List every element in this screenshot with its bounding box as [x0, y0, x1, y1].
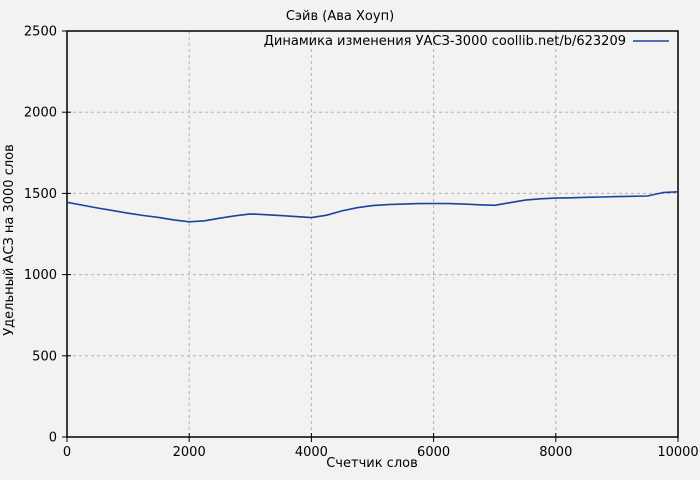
y-tick-label: 1000 [24, 268, 57, 283]
x-tick-label: 10000 [657, 445, 698, 460]
x-tick-labels: 0 2000 4000 6000 8000 10000 [63, 445, 699, 460]
chart-title: Сэйв (Ава Хоуп) [286, 9, 394, 24]
y-tick-label: 2000 [24, 106, 57, 121]
gridlines [67, 31, 678, 437]
y-tick-label: 0 [49, 431, 57, 446]
y-tick-label: 500 [32, 349, 57, 364]
legend: Динамика изменения УАСЗ-3000 coollib.net… [264, 34, 669, 49]
plot-border [66, 30, 679, 438]
y-tick-label: 1500 [24, 187, 57, 202]
x-tick-label: 6000 [417, 445, 450, 460]
x-tick-label: 2000 [173, 445, 206, 460]
series-line [66, 191, 679, 223]
x-tick-label: 8000 [539, 445, 572, 460]
y-tick-labels: 0 500 1000 1500 2000 2500 [24, 25, 57, 446]
x-axis-label: Счетчик слов [326, 456, 418, 471]
axis-ticks [62, 30, 679, 442]
data-series [66, 191, 679, 223]
y-tick-label: 2500 [24, 25, 57, 40]
x-tick-label: 0 [63, 445, 71, 460]
legend-label: Динамика изменения УАСЗ-3000 coollib.net… [264, 34, 626, 49]
x-tick-label: 4000 [295, 445, 328, 460]
y-axis-label: Удельный АСЗ на 3000 слов [2, 144, 17, 336]
